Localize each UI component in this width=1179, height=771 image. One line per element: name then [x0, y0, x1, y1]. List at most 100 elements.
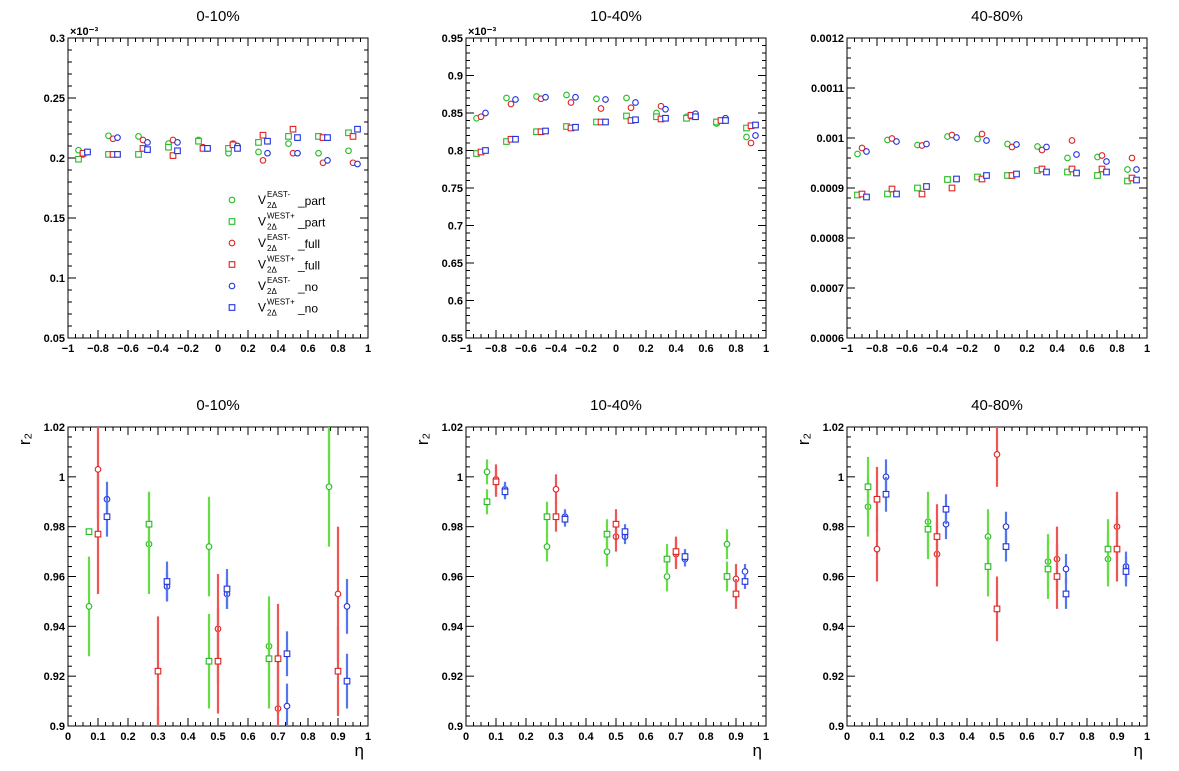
data-point-square: [214, 657, 222, 665]
x-tick-label: 1: [1144, 343, 1150, 355]
data-point-square: [195, 137, 202, 145]
plot-frame: [67, 37, 369, 339]
x-tick-label: 0.8: [300, 731, 315, 743]
x-tick-label: 0.5: [989, 731, 1004, 743]
series-west-full: [858, 165, 1136, 198]
x-tick-label: −0.8: [87, 343, 109, 355]
data-point-circle: [854, 150, 861, 158]
legend-marker-circle: [228, 196, 236, 204]
y-tick-label: 1.02: [823, 422, 844, 434]
x-tick-label: 0.1: [90, 731, 105, 743]
data-point-square: [1002, 543, 1010, 550]
data-point-circle: [343, 603, 351, 610]
panel-3: 40-80% −1 −0.8 −0.6 −0.4 −0.2 0 0.2 0.4 0.6 0.8 1 0.…: [810, 8, 1150, 355]
data-point-circle: [923, 140, 930, 148]
x-tick-label: 0.3: [150, 731, 165, 743]
x-tick-label: 1: [1144, 731, 1150, 743]
y-exponent-label: ×10⁻³: [468, 26, 496, 38]
data-point-square: [741, 578, 749, 585]
panel-6: 40-80% 0 0.1 0.2 0.3 0.4 0.5 0.6 0.7 0.8 0.9 1 0.9 0.…: [794, 397, 1150, 760]
x-tick-label: 1: [365, 731, 371, 743]
data-point-square: [882, 490, 890, 498]
data-point-square: [723, 573, 731, 580]
x-tick-label: 1: [763, 731, 769, 743]
x-tick-label: 0.8: [1109, 343, 1124, 355]
data-point-square: [1094, 172, 1101, 179]
data-point-square: [345, 129, 352, 137]
legend-subscript: 2Δ: [267, 244, 277, 253]
y-tick-label: 0.25: [44, 93, 65, 105]
data-point-square: [983, 172, 990, 179]
data-point-circle: [993, 451, 1001, 458]
y-tick-label: 0.92: [823, 671, 844, 683]
data-point-circle: [752, 132, 759, 139]
legend-superscript: EAST-: [267, 233, 290, 242]
data-point-circle: [858, 144, 866, 152]
x-tick-label: 0.6: [698, 343, 713, 355]
series-east-no: [863, 134, 1140, 173]
legend-entry-west-full: V WEST+ 2Δ _full: [228, 255, 320, 275]
data-point-square: [501, 488, 509, 496]
legend-marker-circle: [228, 282, 236, 290]
series-west-part: [473, 112, 750, 157]
series-east-part: [483, 459, 731, 592]
data-point-square: [283, 650, 291, 658]
y-tick-label: 0.65: [442, 258, 463, 270]
y-tick-label: 0.0007: [810, 283, 844, 295]
data-point-square: [264, 137, 271, 145]
data-point-square: [948, 184, 956, 192]
panel-title: 40-80%: [971, 8, 1023, 25]
data-point-square: [144, 146, 151, 153]
data-point-square: [225, 145, 232, 152]
series-east-no: [882, 459, 1130, 584]
data-point-square: [492, 478, 500, 486]
data-point-square: [174, 147, 181, 155]
data-point-square: [145, 520, 153, 528]
data-point-square: [924, 525, 932, 533]
y-tick-label: 0.9: [50, 721, 65, 733]
data-point-circle: [593, 95, 600, 103]
data-point-square: [1043, 168, 1050, 176]
data-point-square: [752, 121, 759, 129]
data-point-circle: [743, 133, 750, 141]
legend-marker-square: [228, 218, 236, 225]
legend-superscript: WEST+: [267, 212, 295, 221]
data-point-circle: [1068, 137, 1076, 144]
data-point-square: [1053, 573, 1061, 580]
data-point-circle: [1013, 141, 1020, 148]
y-tick-label: 0.9: [829, 721, 844, 733]
series-west-no: [84, 125, 361, 158]
data-point-square: [732, 590, 740, 598]
x-tick-label: 0: [613, 343, 619, 355]
data-point-circle: [723, 540, 731, 548]
data-point-circle: [483, 468, 491, 476]
legend-main: V: [258, 279, 266, 293]
data-point-circle: [255, 148, 262, 156]
data-point-square: [75, 155, 82, 163]
data-point-circle: [294, 149, 301, 157]
legend-entry-west-part: V WEST+ 2Δ _part: [228, 212, 326, 232]
data-point-circle: [1004, 140, 1011, 148]
data-point-circle: [747, 139, 755, 147]
data-point-circle: [572, 93, 579, 101]
x-tick-label: 0.2: [899, 731, 914, 743]
data-point-square: [1122, 568, 1130, 575]
y-tick-label: 0.9: [448, 721, 463, 733]
data-point-square: [294, 134, 301, 141]
data-point-circle: [315, 149, 322, 157]
panel-title: 10-40%: [590, 8, 642, 25]
y-tick-label: 0.94: [44, 621, 66, 633]
data-point-circle: [623, 94, 630, 102]
data-point-circle: [1133, 166, 1140, 173]
series-west-part: [85, 427, 331, 709]
data-point-square: [993, 605, 1001, 613]
data-point-circle: [334, 590, 342, 598]
data-point-circle: [283, 702, 291, 710]
data-point-circle: [503, 94, 510, 102]
y-tick-label: 0.1: [50, 273, 65, 285]
panel-5: 10-40% 0 0.1 0.2 0.3 0.4 0.5 0.6 0.7 0.8 0.9 1 0.9 0.…: [413, 397, 769, 760]
data-point-square: [933, 533, 941, 540]
legend-suffix: _full: [297, 259, 320, 273]
y-tick-label: 1: [59, 472, 65, 484]
data-point-square: [893, 190, 900, 198]
